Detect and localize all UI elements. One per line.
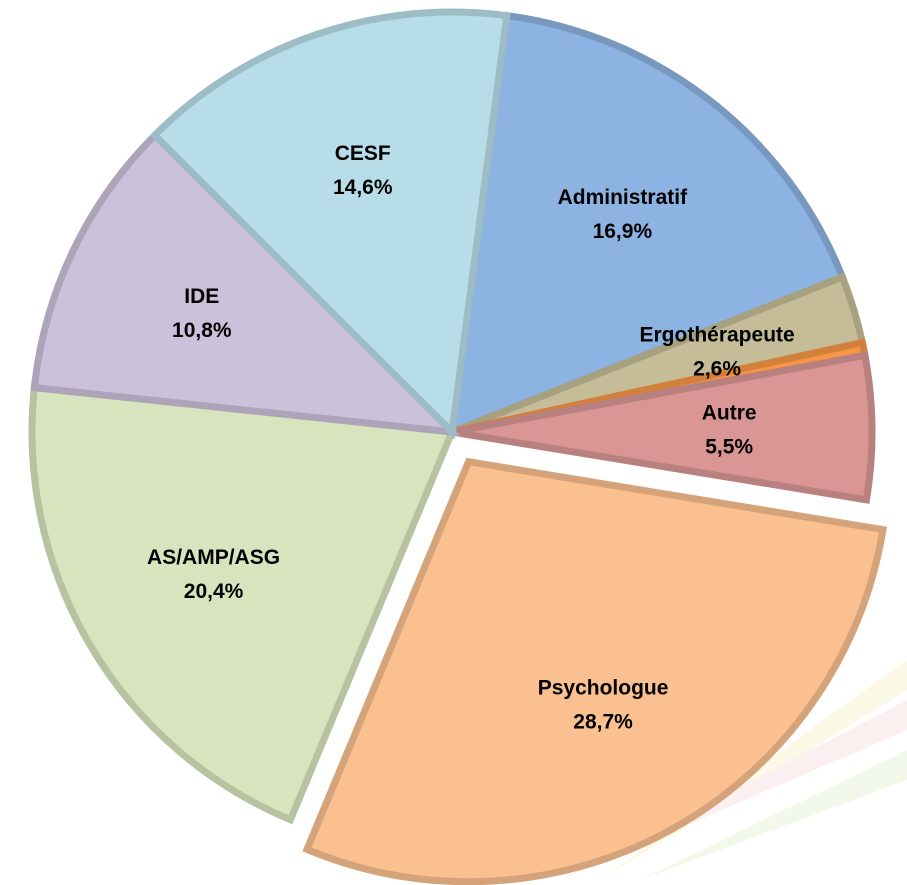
pie-slice	[451, 351, 876, 504]
pie-slice	[149, 8, 511, 440]
streak	[640, 750, 907, 880]
pie-slice	[28, 383, 458, 825]
slice-label: AS/AMP/ASG	[147, 546, 280, 569]
slice-label: Autre	[702, 402, 757, 425]
slice-value-label: 20,4%	[184, 580, 244, 603]
slice-value-label: 14,6%	[333, 176, 393, 199]
slice-label: CESF	[335, 142, 391, 165]
slice-value-label: 28,7%	[573, 711, 633, 734]
pie-slice	[447, 11, 847, 438]
slice-label: IDE	[184, 285, 219, 308]
pie-slice	[302, 457, 888, 885]
slice-label: Ergothérapeute	[640, 324, 795, 347]
slice-label: Administratif	[558, 186, 689, 209]
pie-slice	[30, 130, 462, 437]
slice-value-label: 2,6%	[693, 358, 741, 381]
slice-value-label: 10,8%	[172, 319, 232, 342]
slice-value-label: 16,9%	[593, 220, 653, 243]
slice-label: Psychologue	[538, 677, 669, 700]
slice-value-label: 5,5%	[705, 436, 753, 459]
